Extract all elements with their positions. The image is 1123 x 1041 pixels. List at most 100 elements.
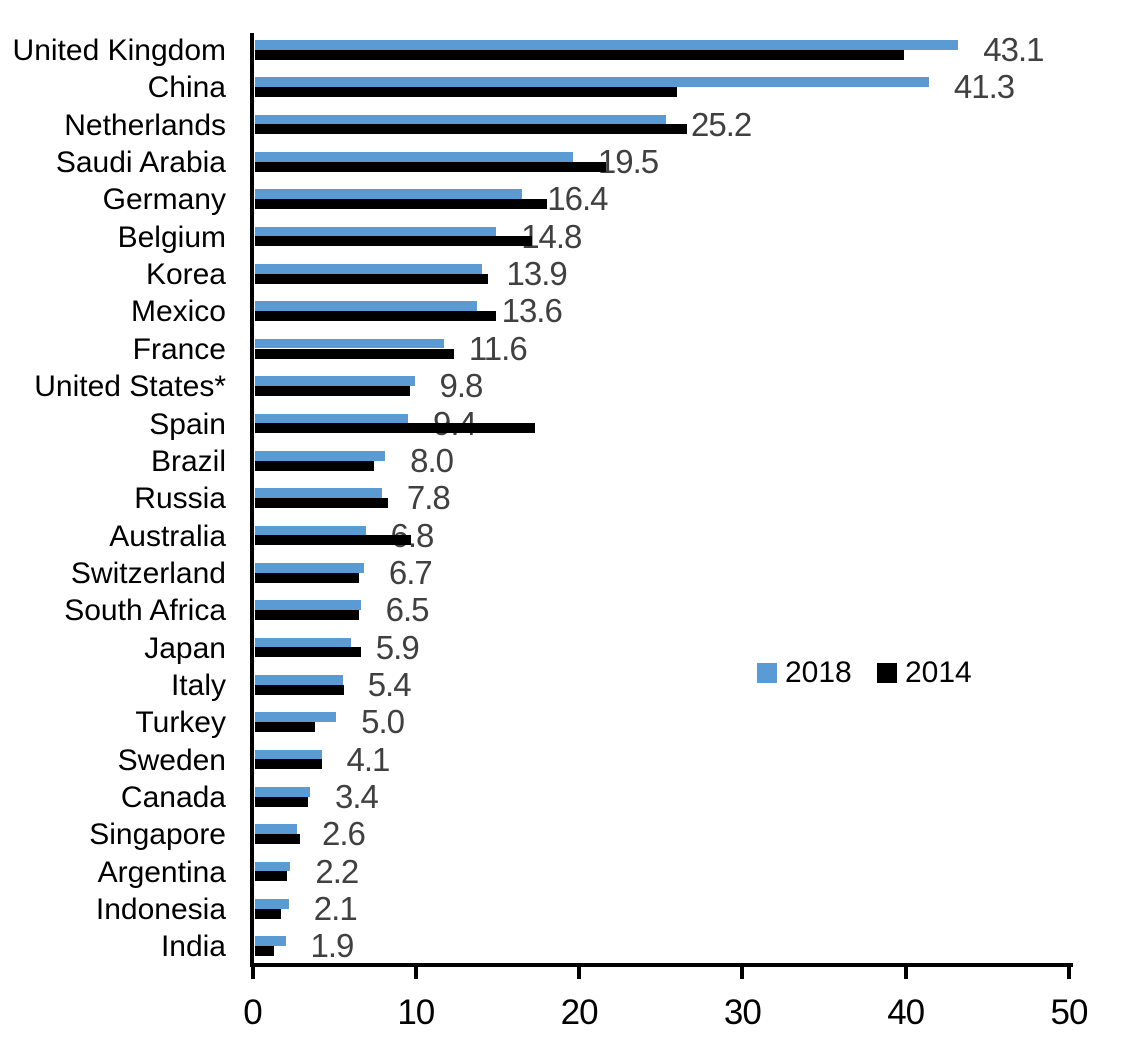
bar-2018 (254, 189, 523, 200)
bar-2018 (254, 861, 291, 872)
value-label: 9.4 (433, 406, 477, 441)
x-axis-tick (577, 967, 582, 979)
category-label: Sweden (117, 743, 226, 777)
category-label: Argentina (97, 855, 226, 889)
bar-2014 (254, 161, 606, 172)
bar-2014 (254, 124, 688, 135)
value-label: 5.4 (367, 666, 412, 703)
value-label: 6.5 (385, 591, 430, 629)
bar-2018 (254, 226, 497, 237)
value-label: 16.4 (547, 180, 608, 218)
x-axis-line (250, 963, 1073, 967)
x-axis-tick-label: 0 (243, 993, 262, 1032)
legend-swatch-2018-icon (757, 663, 777, 683)
category-label: Korea (145, 258, 226, 292)
legend-label-2018: 2018 (785, 656, 852, 689)
value-label: 3.4 (335, 778, 379, 815)
x-axis-tick-label: 30 (723, 993, 762, 1032)
bar-2018 (254, 413, 408, 424)
value-label: 8.0 (410, 441, 454, 479)
bar-2018 (254, 301, 477, 312)
category-label: China (147, 71, 226, 105)
category-label: Turkey (135, 706, 226, 740)
bar-2018 (254, 600, 361, 610)
bar-2014 (254, 460, 374, 471)
category-label: Netherlands (64, 108, 226, 142)
category-label: United States* (34, 370, 226, 404)
bar-2018 (254, 152, 573, 162)
legend: 2018 2014 (757, 653, 997, 695)
value-label: 5.9 (375, 628, 420, 666)
category-label: Spain (149, 407, 226, 441)
bar-2014 (254, 834, 301, 845)
category-label: Italy (170, 669, 226, 702)
value-label: 7.8 (406, 479, 451, 517)
bar-2014 (254, 647, 361, 658)
x-axis-tick (413, 967, 418, 979)
bar-2014 (254, 273, 488, 284)
x-axis-tick-label: 20 (560, 993, 599, 1032)
bar-2018 (254, 936, 286, 947)
bar-2014 (254, 684, 345, 695)
value-label: 41.3 (953, 68, 1015, 106)
x-axis-tick (250, 967, 255, 979)
bar-2018 (254, 787, 310, 797)
bar-2014 (254, 908, 281, 919)
value-label: 13.6 (501, 292, 563, 330)
value-label: 2.2 (315, 852, 359, 890)
category-label: Indonesia (95, 893, 226, 927)
category-label: Russia (134, 482, 226, 516)
category-label: Brazil (150, 444, 226, 478)
bar-2014 (254, 722, 315, 732)
x-axis-tick (903, 967, 908, 979)
bar-2014 (254, 311, 497, 322)
category-label: Australia (109, 519, 226, 553)
value-label: 11.6 (468, 329, 528, 367)
bar-2018 (254, 450, 386, 461)
category-label: Canada (120, 781, 226, 814)
x-axis-tick-label: 10 (397, 993, 435, 1032)
value-label: 43.1 (983, 31, 1044, 68)
value-label: 9.8 (439, 367, 484, 405)
value-label: 6.7 (388, 553, 433, 591)
bar-2018 (254, 264, 482, 274)
value-label: 5.0 (361, 703, 405, 741)
bar-2018 (254, 562, 364, 573)
category-label: United Kingdom (12, 34, 226, 67)
bar-2018 (254, 376, 415, 386)
bar-2018 (254, 675, 343, 685)
bar-2018 (254, 749, 322, 760)
bar-2014 (254, 759, 322, 770)
x-axis-tick (1067, 967, 1071, 979)
bar-2014 (254, 535, 412, 546)
bar-2014 (254, 572, 359, 583)
bar-2014 (254, 199, 547, 210)
category-label: Germany (102, 183, 226, 217)
bar-2018 (254, 712, 337, 722)
category-label: Mexico (130, 295, 226, 329)
x-axis-tick (740, 967, 745, 979)
bar-2018 (254, 525, 366, 536)
value-label: 4.1 (346, 740, 391, 778)
value-label: 2.1 (313, 890, 358, 928)
category-label: India (160, 930, 226, 964)
bar-2018 (254, 338, 444, 349)
bar-2018 (254, 488, 382, 498)
value-label: 2.6 (322, 815, 366, 853)
category-label: Japan (144, 631, 226, 665)
bar-2018 (254, 824, 297, 835)
bar-2018 (254, 40, 959, 50)
x-axis-tick-label: 50 (1050, 993, 1089, 1032)
bar-2014 (254, 946, 275, 957)
value-label: 19.5 (597, 143, 659, 181)
value-label: 1.9 (310, 927, 355, 965)
bar-2018 (254, 114, 666, 125)
value-label: 14.8 (521, 217, 582, 255)
bar-2014 (254, 610, 359, 620)
category-label: Saudi Arabia (55, 146, 226, 180)
value-label: 25.2 (691, 105, 752, 143)
